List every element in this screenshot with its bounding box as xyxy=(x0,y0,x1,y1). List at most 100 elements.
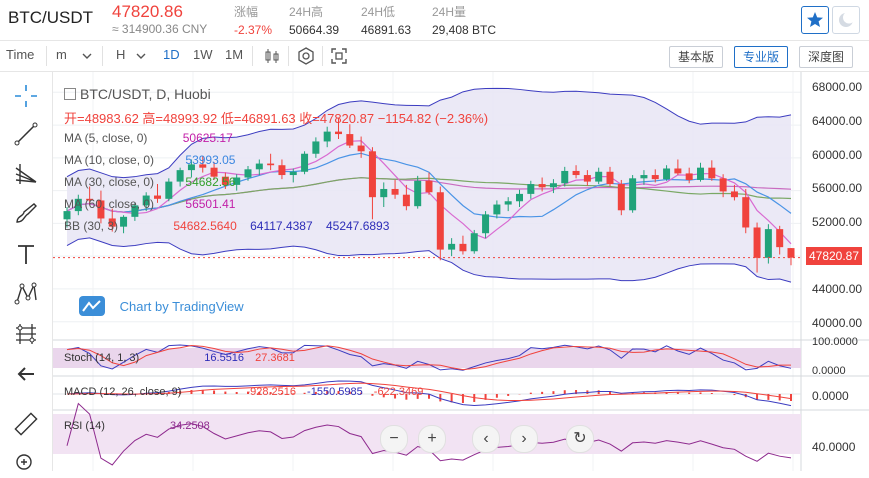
chevron-down-icon[interactable] xyxy=(136,52,146,60)
panel-value: -1550.5985 xyxy=(307,386,363,398)
screenshot-icon[interactable] xyxy=(330,47,348,65)
divider xyxy=(102,46,103,66)
legend-ma5: MA (5, close, 0) 50625.17 xyxy=(64,131,233,145)
reset-view-button[interactable]: ↻ xyxy=(566,425,594,453)
interval-1w[interactable]: 1W xyxy=(193,47,213,62)
candle-body xyxy=(685,173,693,180)
legend-value: 54682.56 xyxy=(185,175,236,189)
interval-1d[interactable]: 1D xyxy=(163,47,180,62)
legend-value: 50625.17 xyxy=(182,131,233,145)
candle-body xyxy=(244,169,252,178)
candle-body xyxy=(663,168,671,180)
candle-body xyxy=(425,180,433,193)
crosshair-icon[interactable] xyxy=(12,82,40,110)
y-tick: 64000.00 xyxy=(812,114,863,128)
fib-tool-icon[interactable] xyxy=(12,160,40,188)
candle-body xyxy=(165,181,173,199)
candle-style-icon[interactable] xyxy=(263,48,281,64)
candle-body xyxy=(267,163,275,166)
bollinger-upper-line xyxy=(66,87,792,179)
interval-minute[interactable]: m xyxy=(56,47,67,62)
bollinger-lower-line xyxy=(66,237,792,283)
candle-body xyxy=(674,168,682,174)
candle-body xyxy=(108,218,116,227)
stat-value: 29,408 BTC xyxy=(432,23,497,37)
candle-body xyxy=(346,134,354,146)
candle-body xyxy=(516,193,523,202)
candle-body xyxy=(131,205,139,217)
macd-line xyxy=(66,380,792,407)
price-chart[interactable] xyxy=(53,72,869,471)
prediction-tool-icon[interactable] xyxy=(12,320,40,348)
legend-value: 53993.05 xyxy=(185,153,236,167)
y-tick: 60000.00 xyxy=(812,148,863,162)
zoom-out-button[interactable]: − xyxy=(380,425,408,453)
panel-value: 16.5516 xyxy=(204,352,245,364)
indicators-icon[interactable] xyxy=(297,47,315,65)
interval-time[interactable]: Time xyxy=(6,47,35,62)
interval-1m[interactable]: 1M xyxy=(225,47,244,62)
divider xyxy=(46,46,47,66)
tradingview-watermark: Chart by TradingView xyxy=(78,295,268,319)
back-arrow-icon[interactable] xyxy=(12,360,40,388)
interval-hour[interactable]: H xyxy=(116,47,126,62)
candle-body xyxy=(504,201,512,205)
trend-line-icon[interactable] xyxy=(12,120,40,148)
favorite-button[interactable] xyxy=(801,6,829,34)
candle-body xyxy=(493,204,501,215)
legend-label: MA (5, close, 0) xyxy=(64,131,148,145)
panel-value: -622.3469 xyxy=(373,386,424,398)
legend-value: 54682.5640 xyxy=(173,219,237,233)
candle-body xyxy=(323,131,331,142)
stoch-d-line xyxy=(66,345,792,371)
candle-body xyxy=(402,194,410,207)
candle-body xyxy=(368,151,376,198)
legend-ma60: MA (60, close, 0) 56501.41 xyxy=(64,197,235,211)
last-price-tag: 47820.87 xyxy=(806,247,862,265)
candle-body xyxy=(86,198,94,201)
macd-signal-line xyxy=(66,382,792,402)
candle-body xyxy=(221,176,229,185)
stat-value: 50664.39 xyxy=(289,23,340,37)
panel-label: RSI (14) xyxy=(64,420,105,432)
candle-body xyxy=(787,248,795,258)
legend-label: MA (10, close, 0) xyxy=(64,153,155,167)
candle-body xyxy=(459,243,467,252)
candle-body xyxy=(357,145,365,152)
ohlc-readout: 开=48983.62 高=48993.92 低=46891.63 收=47820… xyxy=(64,111,489,126)
zoom-in-button[interactable]: + xyxy=(418,425,446,453)
stat-label: 24H低 xyxy=(361,5,396,19)
stat-label: 24H量 xyxy=(432,5,467,19)
stat-change: 涨幅 -2.37% xyxy=(234,3,272,37)
candle-body xyxy=(187,164,195,171)
text-tool-icon[interactable] xyxy=(12,240,40,268)
pattern-tool-icon[interactable] xyxy=(12,280,40,308)
collapse-icon[interactable] xyxy=(64,88,76,100)
scroll-right-button[interactable]: › xyxy=(510,425,538,453)
chevron-down-icon[interactable] xyxy=(82,52,92,60)
pair-title: BTC/USDT xyxy=(8,8,93,27)
stat-label: 涨幅 xyxy=(234,5,259,19)
candle-body xyxy=(312,141,320,154)
zoom-in-icon[interactable] xyxy=(12,450,40,478)
macd-legend: MACD (12, 26, close, 9) -928.2516 -1550.… xyxy=(64,386,423,398)
candle-body xyxy=(278,165,286,176)
scroll-left-button[interactable]: ‹ xyxy=(472,425,500,453)
theme-button[interactable] xyxy=(832,6,860,34)
stat-value: -2.37% xyxy=(234,23,273,37)
view-depth-button[interactable]: 深度图 xyxy=(799,46,854,68)
view-pro-button[interactable]: 专业版 xyxy=(734,46,789,68)
divider xyxy=(322,46,323,66)
view-basic-button[interactable]: 基本版 xyxy=(669,46,724,68)
panel-value: 34.2508 xyxy=(170,420,210,432)
candle-body xyxy=(617,184,625,211)
brush-icon[interactable] xyxy=(12,200,40,228)
candle-body xyxy=(74,198,82,212)
candle-body xyxy=(538,184,546,188)
candle-body xyxy=(176,170,184,182)
candle-body xyxy=(142,195,150,206)
panel-value: -928.2516 xyxy=(246,386,296,398)
candle-body xyxy=(629,178,637,211)
ruler-icon[interactable] xyxy=(12,410,40,438)
last-price: 47820.86 xyxy=(112,2,183,21)
